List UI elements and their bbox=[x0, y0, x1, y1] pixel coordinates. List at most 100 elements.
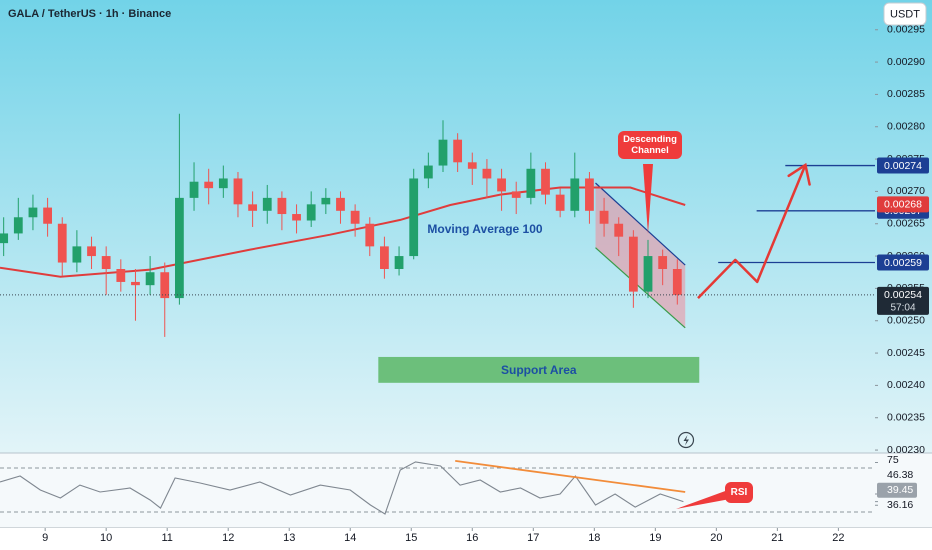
candle-body bbox=[526, 168, 536, 198]
alert-icon[interactable] bbox=[677, 431, 695, 449]
rsi-y-tick-label: 36.16 bbox=[887, 499, 913, 511]
ma-value-box bbox=[877, 196, 929, 213]
candle-body bbox=[614, 223, 624, 237]
candle-body bbox=[262, 197, 272, 211]
candle-body bbox=[672, 269, 682, 295]
candle-body bbox=[277, 197, 287, 215]
candle-body bbox=[218, 178, 228, 189]
candle-body bbox=[438, 139, 448, 166]
candle-body bbox=[160, 272, 170, 299]
x-tick-label: 11 bbox=[161, 532, 172, 544]
candle-body bbox=[292, 214, 301, 221]
x-tick-label: 13 bbox=[283, 532, 295, 544]
channel-upper bbox=[595, 182, 686, 266]
bubble-pointer bbox=[643, 164, 653, 234]
y-tick-label: 0.00295 bbox=[887, 24, 925, 36]
projection-arrow bbox=[697, 164, 807, 299]
x-tick-label: 9 bbox=[42, 532, 48, 544]
level-box bbox=[877, 157, 929, 174]
x-tick-label: 12 bbox=[222, 532, 234, 544]
channel-annotation: Descending Channel bbox=[618, 131, 682, 159]
candle-body bbox=[321, 197, 331, 205]
level-label: 0.00274 bbox=[884, 160, 922, 172]
candle-body bbox=[13, 217, 23, 234]
candle-body bbox=[189, 181, 199, 198]
current-price-box bbox=[877, 286, 929, 315]
x-tick-label: 19 bbox=[649, 532, 661, 544]
rsi-line bbox=[0, 461, 684, 515]
y-tick-label: 0.00235 bbox=[887, 412, 925, 424]
chart-title: GALA / TetherUS · 1h · Binance bbox=[8, 8, 171, 20]
candle-body bbox=[204, 181, 214, 189]
candle-body bbox=[482, 168, 492, 179]
x-tick-label: 17 bbox=[527, 532, 539, 544]
level-label: 0.00259 bbox=[884, 257, 922, 269]
candle-body bbox=[409, 178, 419, 257]
candle-body bbox=[306, 204, 316, 221]
channel-lower bbox=[595, 247, 686, 329]
candle-body bbox=[570, 178, 580, 211]
y-tick-label: 0.00290 bbox=[887, 56, 925, 68]
candle-body bbox=[145, 272, 155, 286]
y-tick-label: 0.00240 bbox=[887, 379, 925, 391]
candle-body bbox=[233, 178, 243, 205]
candle-body bbox=[365, 223, 375, 247]
candle-body bbox=[423, 165, 433, 179]
candle-body bbox=[87, 246, 96, 257]
candle-body bbox=[599, 210, 609, 224]
rsi-y-tick-label: 39.45 bbox=[887, 484, 913, 496]
candle-body bbox=[43, 207, 52, 224]
candle-body bbox=[57, 223, 67, 263]
projection-arrowhead bbox=[787, 162, 811, 186]
candle-body bbox=[555, 194, 565, 211]
support-area bbox=[378, 356, 700, 383]
ma-value-label: 0.00268 bbox=[884, 199, 922, 211]
x-tick-label: 18 bbox=[588, 532, 600, 544]
x-tick-label: 15 bbox=[405, 532, 417, 544]
rsi-y-tick-label: 46.38 bbox=[887, 469, 913, 481]
y-tick-label: 0.00280 bbox=[887, 121, 925, 133]
x-tick-label: 21 bbox=[771, 532, 783, 544]
candle-body bbox=[497, 178, 506, 192]
y-tick-label: 0.00270 bbox=[887, 185, 925, 197]
candle-body bbox=[643, 256, 653, 292]
candle-body bbox=[628, 236, 638, 292]
candle-body bbox=[131, 281, 140, 286]
rsi-value-box bbox=[877, 482, 917, 498]
x-tick-label: 20 bbox=[710, 532, 722, 544]
y-tick-label: 0.00230 bbox=[887, 444, 925, 456]
y-tick-label: 0.00265 bbox=[887, 218, 925, 230]
candle-body bbox=[116, 269, 126, 282]
y-tick-label: 0.00245 bbox=[887, 347, 925, 359]
currency-button-label[interactable]: USDT bbox=[890, 8, 920, 20]
candle-body bbox=[585, 178, 594, 211]
candle-body bbox=[72, 246, 82, 263]
x-tick-label: 10 bbox=[100, 532, 112, 544]
rsi-y-tick-label: 75 bbox=[887, 454, 899, 466]
candle-body bbox=[467, 162, 477, 169]
candle-body bbox=[658, 256, 668, 270]
x-tick-label: 22 bbox=[832, 532, 844, 544]
candle-body bbox=[394, 256, 404, 270]
rsi-annotation: RSI bbox=[725, 482, 753, 503]
candle-body bbox=[248, 204, 258, 211]
currency-button[interactable] bbox=[883, 2, 927, 26]
candle-body bbox=[511, 191, 521, 198]
bubble-pointer bbox=[676, 490, 730, 509]
support-label: Support Area bbox=[501, 363, 577, 377]
alert-icon-bolt bbox=[683, 435, 689, 446]
candle-body bbox=[28, 207, 38, 218]
candle-body bbox=[0, 233, 9, 244]
candle-body bbox=[336, 197, 345, 211]
candle-body bbox=[453, 139, 463, 163]
y-tick-label: 0.00250 bbox=[887, 315, 925, 327]
y-tick-label: 0.00285 bbox=[887, 88, 925, 100]
x-tick-label: 16 bbox=[466, 532, 478, 544]
candle-body bbox=[380, 246, 389, 270]
ma-annotation: Moving Average 100 bbox=[427, 222, 542, 236]
channel-fill bbox=[595, 182, 686, 328]
current-price-label: 0.00254 bbox=[884, 289, 922, 301]
rsi-trendline bbox=[455, 460, 686, 493]
